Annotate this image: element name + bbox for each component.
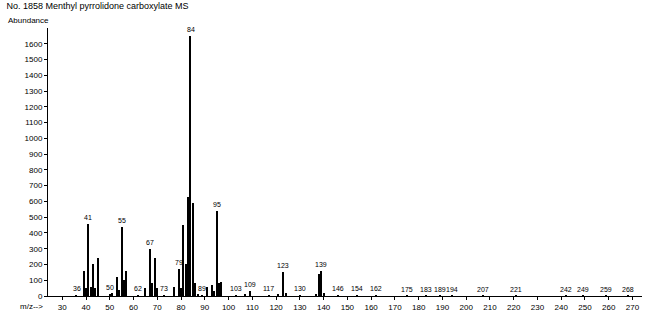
svg-text:250: 250: [578, 303, 592, 312]
svg-text:84: 84: [187, 26, 195, 33]
svg-text:220: 220: [507, 303, 521, 312]
svg-text:240: 240: [555, 303, 569, 312]
svg-text:130: 130: [294, 285, 306, 292]
svg-text:207: 207: [477, 286, 489, 293]
svg-text:180: 180: [412, 303, 426, 312]
svg-text:160: 160: [364, 303, 378, 312]
svg-text:100: 100: [222, 303, 236, 312]
svg-text:89: 89: [198, 285, 206, 292]
svg-text:194: 194: [446, 286, 458, 293]
svg-text:123: 123: [277, 262, 289, 269]
svg-text:154: 154: [351, 285, 363, 292]
svg-text:Abundance: Abundance: [8, 16, 49, 25]
svg-text:1100: 1100: [25, 118, 43, 127]
svg-text:190: 190: [436, 303, 450, 312]
svg-text:230: 230: [531, 303, 545, 312]
svg-text:800: 800: [29, 166, 43, 175]
svg-text:400: 400: [29, 229, 43, 238]
svg-text:1400: 1400: [25, 71, 43, 80]
svg-text:1600: 1600: [25, 40, 43, 49]
svg-text:139: 139: [315, 261, 327, 268]
svg-text:55: 55: [118, 217, 126, 224]
svg-text:60: 60: [129, 303, 138, 312]
svg-text:242: 242: [560, 286, 572, 293]
svg-text:130: 130: [293, 303, 307, 312]
svg-text:79: 79: [175, 259, 183, 266]
svg-text:117: 117: [263, 285, 274, 292]
svg-text:62: 62: [134, 285, 142, 292]
svg-text:140: 140: [317, 303, 331, 312]
svg-text:40: 40: [82, 303, 91, 312]
svg-text:1000: 1000: [25, 134, 43, 143]
svg-text:260: 260: [602, 303, 616, 312]
svg-text:95: 95: [213, 201, 221, 208]
svg-text:183: 183: [420, 286, 432, 293]
svg-text:120: 120: [269, 303, 283, 312]
svg-text:67: 67: [146, 239, 154, 246]
svg-text:1500: 1500: [25, 55, 43, 64]
svg-text:221: 221: [510, 286, 522, 293]
svg-text:300: 300: [29, 245, 43, 254]
svg-text:200: 200: [29, 260, 43, 269]
svg-text:80: 80: [177, 303, 186, 312]
svg-text:189: 189: [434, 286, 446, 293]
svg-text:210: 210: [483, 303, 497, 312]
svg-text:600: 600: [29, 197, 43, 206]
svg-text:110: 110: [246, 303, 259, 312]
svg-text:36: 36: [73, 285, 81, 292]
svg-text:41: 41: [84, 214, 92, 221]
svg-text:500: 500: [29, 213, 43, 222]
svg-text:150: 150: [341, 303, 355, 312]
svg-text:700: 700: [29, 181, 43, 190]
svg-text:30: 30: [58, 303, 67, 312]
svg-text:270: 270: [626, 303, 640, 312]
svg-text:90: 90: [200, 303, 209, 312]
svg-text:162: 162: [370, 285, 382, 292]
svg-text:100: 100: [29, 276, 43, 285]
svg-text:m/z-->: m/z-->: [20, 302, 43, 311]
svg-text:50: 50: [106, 284, 114, 291]
svg-text:No. 1858 Menthyl pyrrolidone c: No. 1858 Menthyl pyrrolidone carboxylate…: [7, 1, 189, 11]
svg-text:900: 900: [29, 150, 43, 159]
svg-text:249: 249: [577, 286, 589, 293]
svg-text:268: 268: [622, 286, 634, 293]
svg-text:259: 259: [600, 286, 612, 293]
svg-text:170: 170: [388, 303, 402, 312]
svg-text:200: 200: [460, 303, 474, 312]
svg-text:1300: 1300: [25, 87, 43, 96]
svg-text:73: 73: [160, 285, 168, 292]
svg-text:0: 0: [38, 292, 43, 301]
svg-text:175: 175: [401, 286, 413, 293]
svg-text:1200: 1200: [25, 103, 43, 112]
svg-text:50: 50: [105, 303, 114, 312]
svg-text:109: 109: [244, 281, 256, 288]
svg-text:70: 70: [153, 303, 162, 312]
svg-text:146: 146: [332, 285, 344, 292]
svg-text:103: 103: [230, 285, 242, 292]
